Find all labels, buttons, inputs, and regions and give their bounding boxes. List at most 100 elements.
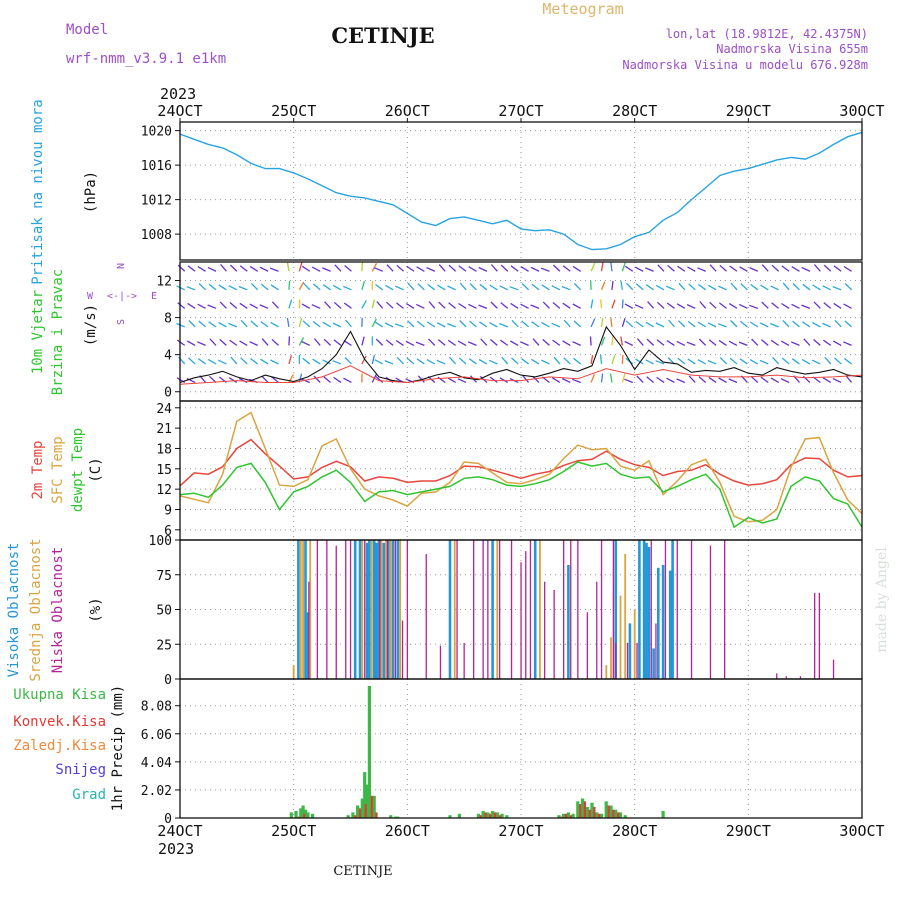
wind-arrow bbox=[760, 376, 769, 383]
dewpt-line bbox=[179, 461, 863, 529]
cloud_low-bar bbox=[612, 540, 614, 679]
wind-arrow bbox=[573, 357, 582, 365]
wind-arrow bbox=[313, 338, 321, 346]
wind-arrow bbox=[288, 299, 293, 309]
wind-arrow bbox=[197, 358, 206, 365]
wind-arrow bbox=[187, 302, 196, 309]
wind-arrow bbox=[217, 359, 227, 365]
pressure-unit: (hPa) bbox=[83, 171, 99, 213]
wind-arrow bbox=[621, 373, 626, 383]
pressure-line bbox=[179, 131, 863, 251]
wind-arrow bbox=[791, 266, 800, 272]
wind-arrow bbox=[312, 358, 321, 365]
cloud_high-bar bbox=[491, 540, 494, 679]
wind-arrow bbox=[676, 303, 686, 309]
wind-arrow bbox=[822, 377, 832, 384]
precip_conv-bar bbox=[612, 809, 615, 818]
precip_conv-bar bbox=[493, 812, 497, 818]
wind-arrow bbox=[438, 264, 446, 272]
temp-ytick-label: 9 bbox=[164, 503, 172, 518]
x-tick-label-bottom: 28OCT bbox=[612, 822, 657, 840]
wind-arrow bbox=[561, 285, 571, 291]
cloud_low-bar bbox=[664, 540, 667, 679]
wind-arrow bbox=[332, 322, 342, 328]
wind-arrow bbox=[490, 264, 498, 272]
wind-arrow bbox=[792, 283, 800, 291]
cloud_mid-bar bbox=[610, 637, 612, 679]
cloud_low-bar bbox=[386, 540, 389, 679]
wind-arrow bbox=[709, 301, 717, 309]
wind-arrow bbox=[620, 336, 623, 346]
wind-arrow bbox=[635, 358, 644, 365]
cloud_low-bar bbox=[510, 540, 513, 679]
wind-arrow bbox=[301, 303, 311, 309]
wind-arrow bbox=[286, 262, 290, 272]
wind-arrow bbox=[520, 303, 529, 309]
wind-arrow bbox=[636, 338, 644, 346]
wind-arrow bbox=[553, 356, 561, 365]
wind-arrow bbox=[447, 322, 456, 328]
wind-arrow bbox=[551, 322, 561, 328]
cloud_low-bar bbox=[818, 592, 820, 679]
wind-arrow bbox=[834, 319, 842, 328]
cloud_low-bar bbox=[636, 642, 638, 679]
wind-arrow bbox=[687, 320, 696, 328]
wind-arrow bbox=[469, 283, 477, 291]
cloud_high-bar bbox=[365, 542, 369, 679]
wind-arrow bbox=[361, 281, 366, 290]
year-bottom: 2023 bbox=[158, 840, 194, 858]
wind-arrow bbox=[298, 337, 305, 346]
wind-ylabel-2: Brzina i Pravac bbox=[50, 269, 66, 395]
wind-arrow bbox=[501, 356, 509, 365]
wind-arrow bbox=[384, 284, 394, 291]
wind-arrow bbox=[298, 262, 303, 272]
wind-arrow bbox=[249, 303, 258, 309]
wind-arrow bbox=[718, 339, 727, 346]
precip_total-bar bbox=[500, 813, 504, 818]
cloud_low-bar bbox=[463, 642, 465, 679]
cloud_low-bar bbox=[349, 540, 352, 679]
wind-arrow bbox=[590, 354, 594, 365]
precip_conv-bar bbox=[607, 805, 610, 818]
wind-arrow bbox=[311, 266, 321, 272]
x-tick-label-bottom: 27OCT bbox=[498, 822, 543, 840]
wind-arrow bbox=[312, 320, 321, 328]
wind-arrow bbox=[749, 359, 759, 365]
temp-ylabel-0: 2m Temp bbox=[30, 440, 46, 499]
wind-arrow bbox=[634, 304, 644, 309]
wind-arrow bbox=[561, 377, 571, 384]
wind-arrow bbox=[479, 321, 488, 328]
cloud_mid-bar bbox=[361, 540, 364, 679]
wind-arrow bbox=[417, 283, 425, 291]
wind-arrow bbox=[572, 341, 581, 346]
cloud_mid-bar bbox=[292, 665, 295, 679]
wind-arrow bbox=[229, 339, 238, 346]
precip_conv-bar bbox=[484, 812, 487, 818]
wind-arrow bbox=[621, 318, 626, 328]
wind-arrow bbox=[802, 321, 811, 328]
wind-arrow bbox=[395, 285, 404, 291]
wind-arrow bbox=[478, 358, 488, 365]
wind-arrow bbox=[228, 377, 238, 384]
wind-arrow bbox=[699, 301, 707, 309]
wind-arrow bbox=[729, 265, 738, 272]
precip_total-bar bbox=[618, 812, 623, 818]
wind-arrow bbox=[656, 339, 665, 346]
cloud_low-bar bbox=[394, 540, 397, 679]
wind-arrow bbox=[532, 338, 540, 346]
wind-arrow bbox=[238, 285, 248, 291]
wind-arrow bbox=[303, 282, 311, 291]
wind-arrow bbox=[781, 265, 790, 272]
wind-arrow bbox=[647, 301, 655, 309]
cloud_low-bar bbox=[570, 540, 572, 679]
wind-arrow bbox=[832, 378, 842, 384]
wind-arrow bbox=[801, 358, 811, 365]
wind-arrow bbox=[590, 262, 596, 272]
precip_total-bar bbox=[491, 811, 495, 818]
wind-arrow bbox=[187, 265, 196, 272]
wind-arrow bbox=[384, 359, 394, 365]
wind-arrow bbox=[313, 375, 321, 383]
precip_conv-bar bbox=[598, 813, 601, 818]
wind-arrow bbox=[719, 264, 727, 272]
precip_total-bar bbox=[495, 812, 499, 818]
